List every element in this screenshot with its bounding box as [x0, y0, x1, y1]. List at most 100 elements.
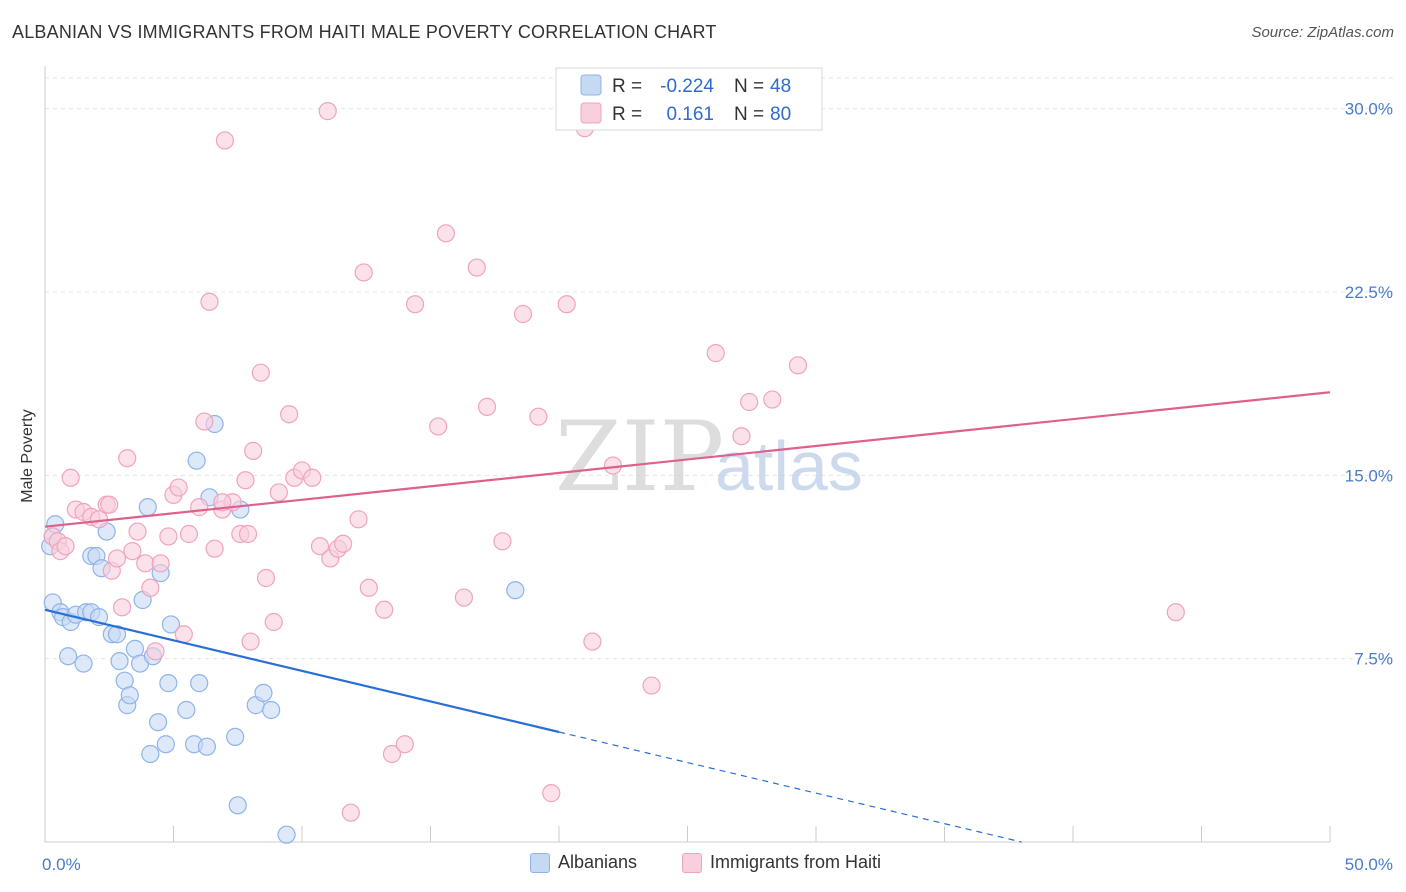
stats-swatch-haiti — [580, 102, 602, 124]
haiti-point-65 — [557, 295, 576, 314]
trend-line-albanians — [44, 608, 560, 734]
haiti-point-11 — [107, 549, 127, 568]
trend-lines — [44, 391, 1331, 843]
y-tick-label-0: 7.5% — [1354, 650, 1393, 669]
haiti-point-27 — [200, 292, 219, 311]
stats-r-haiti: 0.161 — [666, 104, 714, 125]
haiti-point-39 — [269, 483, 288, 502]
haiti-point-58 — [454, 588, 474, 607]
albanians-point-31 — [159, 674, 178, 693]
haiti-point-22 — [169, 478, 188, 497]
albanians-point-46 — [262, 700, 281, 720]
legend-label-albanians: Albanians — [558, 852, 638, 872]
haiti-point-14 — [123, 542, 142, 561]
trend-line-haiti — [44, 391, 1331, 528]
legend-label-haiti: Immigrants from Haiti — [710, 852, 882, 872]
albanians-point-43 — [228, 796, 247, 815]
haiti-point-77 — [213, 493, 232, 512]
haiti-point-78 — [238, 524, 258, 544]
albanians-point-41 — [226, 727, 245, 746]
haiti-point-61 — [493, 532, 512, 551]
stats-legend: R = -0.224 N = 48 R = 0.161 N = 80 — [555, 67, 823, 131]
haiti-point-17 — [141, 578, 160, 597]
legend-item-albanians[interactable]: Albanians — [530, 852, 637, 873]
tick-labels: 7.5% 15.0% 22.5% 30.0% 0.0% 50.0% — [42, 100, 1393, 874]
haiti-point-71 — [732, 427, 751, 446]
legend-item-haiti[interactable]: Immigrants from Haiti — [682, 852, 881, 873]
haiti-point-13 — [118, 449, 137, 468]
haiti-point-67 — [583, 632, 602, 651]
haiti-point-64 — [542, 784, 561, 803]
haiti-point-16 — [136, 554, 155, 573]
haiti-point-47 — [334, 534, 353, 553]
haiti-point-37 — [256, 568, 276, 588]
haiti-point-25 — [190, 498, 209, 517]
haiti-point-30 — [215, 131, 234, 150]
stats-n-haiti: 80 — [770, 104, 791, 125]
albanians-point-11 — [59, 647, 78, 666]
haiti-point-4 — [61, 468, 80, 487]
haiti-point-12 — [112, 598, 132, 617]
haiti-point-15 — [128, 522, 147, 541]
haiti-point-23 — [174, 625, 193, 644]
source-label: Source: ZipAtlas.com — [1251, 24, 1394, 41]
haiti-point-59 — [467, 258, 486, 277]
haiti-point-3 — [56, 537, 75, 556]
haiti-point-76 — [1166, 603, 1185, 622]
haiti-point-48 — [341, 803, 360, 822]
series-haiti-points — [43, 102, 1185, 822]
stats-r-label-albanians: R = — [612, 76, 642, 97]
haiti-point-53 — [382, 744, 402, 764]
albanians-point-19 — [110, 652, 129, 671]
haiti-point-49 — [349, 510, 368, 529]
albanians-point-30 — [156, 735, 175, 754]
haiti-point-74 — [788, 356, 808, 375]
stats-n-albanians: 48 — [770, 76, 791, 97]
albanians-point-32 — [161, 615, 181, 634]
series-albanians-points — [41, 414, 525, 844]
albanians-point-26 — [138, 498, 157, 517]
haiti-point-51 — [359, 578, 378, 597]
haiti-point-36 — [251, 363, 270, 382]
haiti-point-20 — [159, 527, 178, 546]
albanians-point-36 — [190, 674, 209, 693]
haiti-point-38 — [264, 612, 283, 632]
stats-swatch-albanians — [580, 74, 602, 96]
albanians-point-45 — [254, 683, 273, 702]
haiti-point-28 — [205, 539, 224, 558]
haiti-point-34 — [241, 632, 260, 651]
haiti-point-18 — [146, 642, 165, 661]
albanians-point-33 — [141, 744, 160, 764]
haiti-point-63 — [529, 407, 548, 426]
haiti-point-54 — [395, 735, 414, 754]
stats-n-label-albanians: N = — [734, 76, 764, 97]
y-tick-label-2: 22.5% — [1345, 283, 1393, 302]
stats-r-albanians: -0.224 — [660, 76, 714, 97]
haiti-point-57 — [436, 224, 456, 243]
haiti-point-56 — [429, 417, 448, 436]
haiti-point-62 — [513, 304, 533, 324]
haiti-point-70 — [706, 344, 725, 363]
haiti-point-72 — [740, 392, 759, 412]
haiti-point-44 — [310, 537, 330, 556]
albanians-point-28 — [148, 713, 168, 732]
albanians-point-34 — [177, 700, 196, 720]
haiti-point-26 — [195, 412, 214, 431]
stats-r-label-haiti: R = — [612, 104, 642, 125]
haiti-point-24 — [179, 524, 199, 544]
haiti-point-43 — [303, 468, 322, 487]
albanians-point-48 — [506, 581, 525, 600]
haiti-point-50 — [354, 263, 373, 282]
haiti-point-19 — [151, 554, 170, 573]
albanians-point-38 — [187, 451, 206, 470]
y-tick-label-3: 30.0% — [1345, 100, 1393, 119]
legend-swatch-haiti — [682, 852, 702, 873]
haiti-point-33 — [236, 471, 255, 490]
haiti-point-35 — [244, 441, 263, 460]
haiti-point-60 — [477, 397, 497, 416]
albanians-point-37 — [197, 737, 217, 756]
haiti-point-73 — [763, 390, 782, 409]
stats-n-label-haiti: N = — [734, 104, 764, 125]
haiti-point-69 — [642, 676, 661, 695]
